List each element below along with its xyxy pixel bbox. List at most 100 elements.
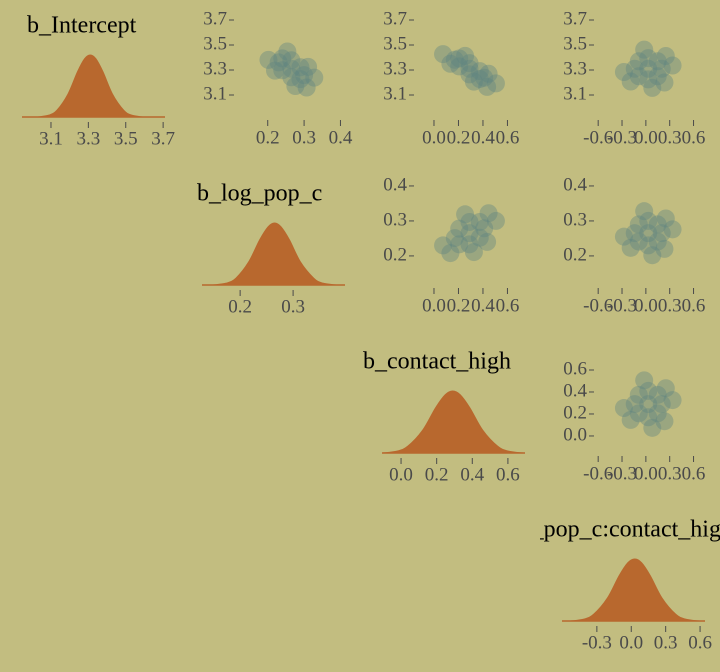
scatter-point [655,73,674,92]
x-tick-label: 0.6 [682,463,706,484]
panel: 3.1 3.3 3.5 3.7 0.0 0.2 0.4 0.6 [383,8,519,148]
y-tick-label: 0.3 [383,209,407,230]
scatter-point [464,72,483,91]
x-tick-label: -0.3 [582,632,612,653]
scatter-point [639,408,658,427]
y-tick-label: 3.5 [203,33,227,54]
scatter-point [648,404,667,423]
y-tick-label: 3.1 [563,83,587,104]
panel: b_log_pop_c:contact_high -0.3 0.0 0.3 0.6 [477,517,720,654]
panel: b_log_pop_c 0.2 0.3 [197,181,345,317]
scatter-point [648,52,667,71]
scatter-point [663,220,682,239]
x-tick-label: 0.3 [292,127,316,148]
scatter-point [621,410,640,429]
scatter-point [475,68,494,87]
panel-title: b_log_pop_c:contact_high [477,517,720,543]
panel: 0.00.20.40.6-0.6-0.30.0 0.3 0.6 [563,358,705,484]
x-tick-label: -0.6 [583,463,613,484]
scatter-point [643,418,662,437]
x-tick-label: 0.4 [471,127,495,148]
y-tick-label: 3.5 [383,33,407,54]
x-tick-label: 0.4 [471,295,495,316]
scatter-point [629,232,648,251]
scatter-point [652,59,671,78]
x-tick-label: 0.4 [460,464,484,485]
panel: 3.1 3.3 3.5 3.7 -0.6-0.30.0 0.3 0.6 [563,8,705,148]
x-tick-label: 0.6 [496,127,520,148]
x-tick-label: -0.3 [607,127,637,148]
scatter-point [450,49,469,68]
scatter-point [282,51,301,70]
density-area [570,558,700,622]
scatter-point [450,57,469,76]
scatter-point [299,57,318,76]
y-tick-label: 3.7 [563,8,587,29]
x-tick-label: 0.2 [447,127,471,148]
y-tick-label: 3.3 [383,58,407,79]
scatter-point [639,59,658,78]
scatter-point [456,205,475,224]
x-tick-label: 0.2 [447,295,471,316]
density-area [213,222,337,286]
y-tick-label: 0.4 [383,174,407,195]
y-tick-label: 3.1 [383,83,407,104]
x-tick-label: 0.6 [682,295,706,316]
scatter-point [460,54,479,73]
y-tick-label: 3.1 [203,83,227,104]
scatter-point [445,50,464,69]
x-tick-label: 0.6 [688,632,712,653]
scatter-point [635,40,654,59]
scatter-point [629,67,648,86]
x-tick-label: 3.1 [39,128,63,149]
panel: 3.1 3.3 3.5 3.7 0.2 0.3 0.4 [203,8,353,148]
scatter-point [259,50,278,69]
scatter-point [470,70,489,88]
x-tick-label: 0.2 [228,296,252,317]
panel-title: b_log_pop_c [197,181,322,207]
x-tick-label: 0.3 [654,632,678,653]
scatter-point [479,64,498,83]
scatter-point [486,74,505,93]
x-tick-label: 0.6 [682,127,706,148]
x-tick-label: 0.3 [658,127,682,148]
scatter-point [614,63,633,81]
scatter-point [629,385,648,404]
panel-title: b_Intercept [27,13,137,39]
scatter-point [639,381,658,400]
scatter-point [635,202,654,221]
panel: 0.20.30.40.0 0.2 0.4 0.6 [383,174,519,316]
scatter-point [460,224,479,243]
x-tick-label: 0.0 [634,295,658,316]
x-tick-label: 0.3 [281,296,305,317]
scatter-point [434,45,453,64]
scatter-point [648,232,667,251]
scatter-point [441,54,460,73]
x-tick-label: 0.0 [389,464,413,485]
scatter-point [305,68,324,87]
scatter-point [456,46,475,65]
scatter-point [639,70,658,89]
scatter-point [450,219,469,238]
scatter-point [479,204,498,223]
panel-title: b_contact_high [363,349,511,375]
x-tick-label: 3.7 [151,128,175,149]
panel: 0.20.30.4-0.6-0.30.0 0.3 0.6 [563,174,705,316]
scatter-point [643,246,662,265]
y-tick-label: 0.3 [563,209,587,230]
x-tick-label: 0.0 [422,295,446,316]
y-tick-label: 0.2 [383,244,407,265]
x-tick-label: -0.3 [607,463,637,484]
scatter-point [434,236,453,255]
scatter-point [291,70,310,89]
x-tick-label: 0.3 [658,295,682,316]
x-tick-label: 0.6 [496,295,520,316]
x-tick-label: 0.0 [634,463,658,484]
y-tick-label: 3.3 [203,58,227,79]
x-tick-label: 0.0 [422,127,446,148]
scatter-point [655,239,674,258]
scatter-point [266,61,284,80]
scatter-point [441,244,460,263]
scatter-point [470,228,489,247]
